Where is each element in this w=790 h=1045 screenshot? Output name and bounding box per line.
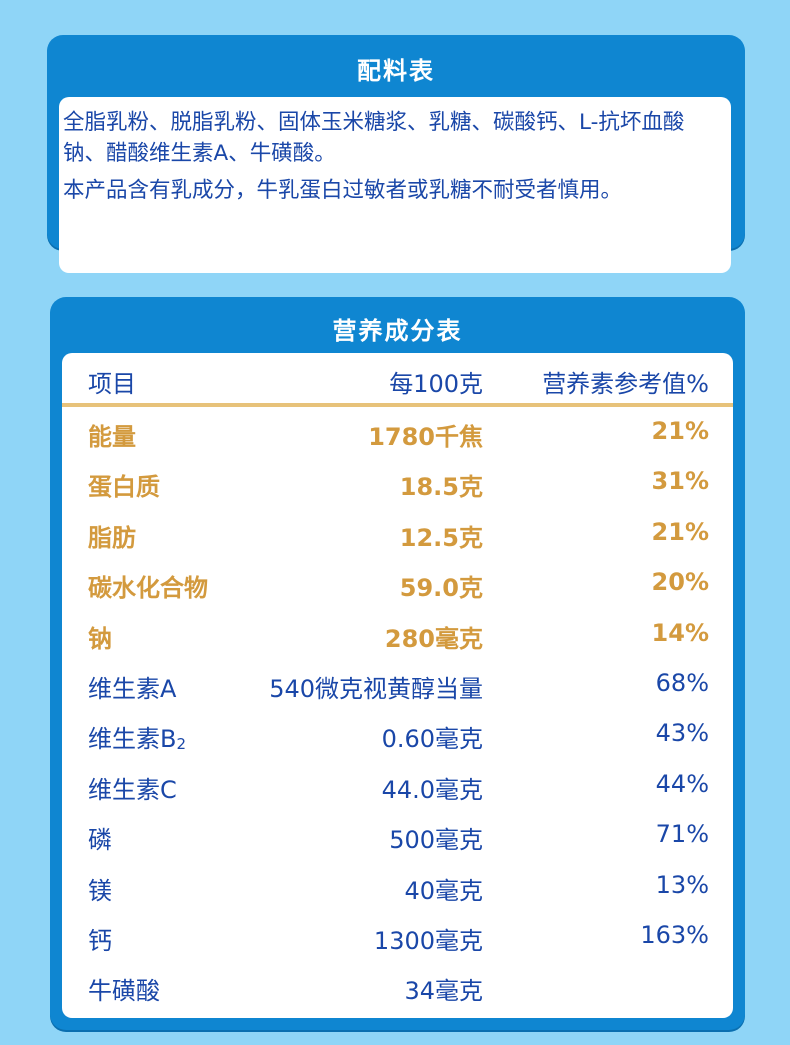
nutrient-amount: 500毫克	[389, 826, 483, 855]
table-row: 钠 280毫克 14%	[62, 609, 733, 659]
ingredients-card: 配料表 全脂乳粉、脱脂乳粉、固体玉米糖浆、乳糖、碳酸钙、L-抗坏血酸 钠、醋酸维…	[47, 35, 745, 273]
nutrient-name: 磷	[88, 826, 112, 855]
table-row: 脂肪 12.5克 21%	[62, 508, 733, 558]
ingredients-panel: 全脂乳粉、脱脂乳粉、固体玉米糖浆、乳糖、碳酸钙、L-抗坏血酸 钠、醋酸维生素A、…	[59, 97, 731, 273]
nutrient-name: 蛋白质	[88, 473, 160, 502]
nutrient-name: 牛磺酸	[88, 977, 160, 1006]
table-row: 维生素B2 0.60毫克 43%	[62, 709, 733, 759]
nutrient-amount: 59.0克	[399, 574, 483, 603]
nutrient-name: 维生素C	[88, 775, 177, 804]
nutrient-name: 钙	[88, 926, 112, 955]
nutrient-name: 维生素A	[88, 674, 177, 703]
table-row: 能量 1780千焦 21%	[62, 407, 733, 457]
ingredients-line-1: 全脂乳粉、脱脂乳粉、固体玉米糖浆、乳糖、碳酸钙、L-抗坏血酸	[63, 110, 685, 135]
nutrient-amount: 12.5克	[399, 523, 483, 552]
table-row: 镁 40毫克 13%	[62, 861, 733, 911]
nutrient-nrv: 31%	[651, 467, 709, 496]
nutrient-amount: 540微克视黄醇当量	[269, 674, 483, 703]
nutrient-nrv: 44%	[655, 769, 709, 798]
ingredients-title: 配料表	[357, 57, 435, 85]
table-row: 维生素A 540微克视黄醇当量 68%	[62, 659, 733, 709]
nutrient-amount: 34毫克	[404, 977, 483, 1006]
nutrition-title: 营养成分表	[332, 317, 463, 345]
table-row: 维生素C 44.0毫克 44%	[62, 760, 733, 810]
nutrient-nrv: 163%	[640, 920, 709, 949]
table-body: 能量 1780千焦 21% 蛋白质 18.5克 31% 脂肪 12.5克 21% 碳水化合物 59.…	[62, 407, 733, 1012]
table-row: 牛磺酸 34毫克	[62, 961, 733, 1011]
header-per-100g: 每100克	[389, 370, 483, 398]
nutrient-amount: 1300毫克	[373, 926, 483, 955]
nutrition-panel: 项目 每100克 营养素参考值% 能量 1780千焦 21% 蛋白质 18.5克 31% 脂…	[62, 353, 733, 1018]
nutrient-nrv: 20%	[651, 568, 709, 597]
ingredients-text: 全脂乳粉、脱脂乳粉、固体玉米糖浆、乳糖、碳酸钙、L-抗坏血酸 钠、醋酸维生素A、…	[59, 97, 731, 169]
nutrient-subscript: 2	[176, 735, 187, 754]
header-nrv: 营养素参考值%	[542, 370, 709, 398]
nutrient-name: 脂肪	[88, 523, 136, 552]
nutrient-name: 维生素B2	[88, 725, 187, 754]
nutrient-name: 镁	[88, 876, 112, 905]
table-row: 蛋白质 18.5克 31%	[62, 457, 733, 507]
nutrient-nrv: 43%	[655, 719, 709, 748]
nutrient-nrv: 13%	[655, 870, 709, 899]
nutrient-name: 能量	[88, 423, 136, 451]
nutrition-card: 营养成分表 项目 每100克 营养素参考值% 能量 1780千焦 21% 蛋白质 18.…	[50, 297, 745, 1030]
nutrient-amount: 0.60毫克	[381, 725, 483, 754]
nutrient-amount: 18.5克	[399, 473, 483, 502]
nutrient-amount: 44.0毫克	[381, 775, 483, 804]
table-row: 磷 500毫克 71%	[62, 810, 733, 860]
nutrient-nrv: 21%	[651, 517, 709, 546]
header-item: 项目	[88, 370, 136, 398]
nutrient-nrv: 68%	[655, 668, 709, 697]
allergen-warning: 本产品含有乳成分，牛乳蛋白过敏者或乳糖不耐受者慎用。	[63, 178, 623, 203]
ingredients-line-2: 钠、醋酸维生素A、牛磺酸。	[63, 141, 336, 166]
table-row: 钙 1300毫克 163%	[62, 911, 733, 961]
nutrient-amount: 40毫克	[404, 876, 483, 905]
nutrient-name: 钠	[88, 624, 112, 653]
nutrient-amount: 280毫克	[384, 624, 483, 653]
nutrient-nrv: 14%	[651, 618, 709, 647]
table-row: 碳水化合物 59.0克 20%	[62, 558, 733, 608]
nutrient-nrv: 71%	[655, 820, 709, 849]
table-header: 项目 每100克 营养素参考值%	[62, 353, 733, 403]
nutrient-name: 碳水化合物	[88, 574, 208, 603]
header-divider	[62, 403, 733, 407]
nutrient-nrv: 21%	[651, 417, 709, 445]
nutrient-amount: 1780千焦	[368, 423, 483, 451]
nutrition-table: 项目 每100克 营养素参考值% 能量 1780千焦 21% 蛋白质 18.5克 31% 脂…	[62, 353, 733, 1012]
